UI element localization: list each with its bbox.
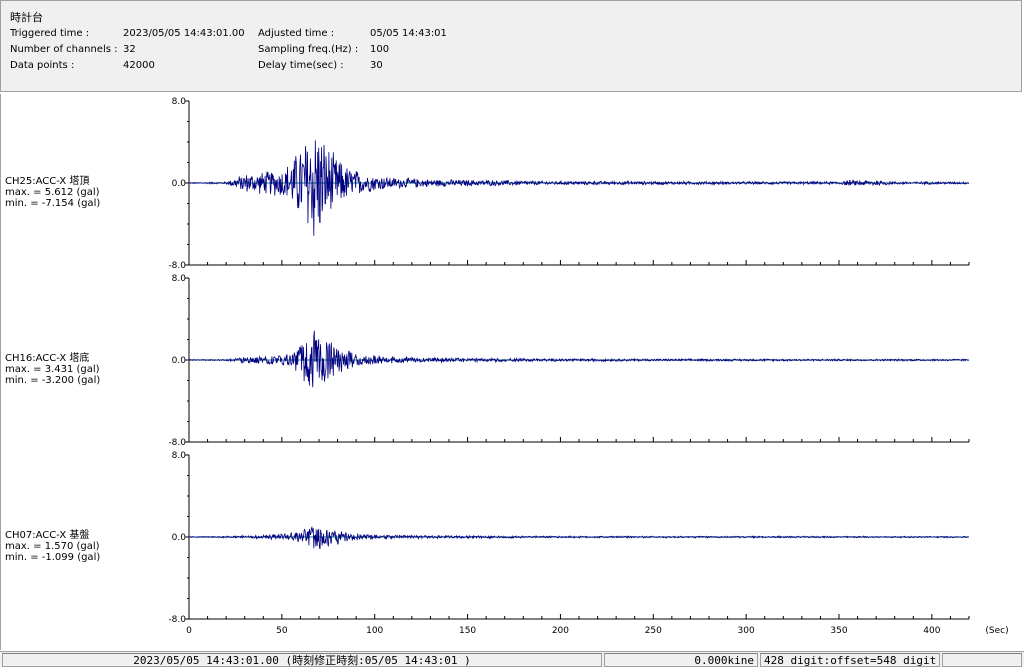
triggered-time-label: Triggered time :: [10, 28, 90, 39]
y-tick-label: 0.0: [172, 356, 187, 366]
y-tick-label: 0.0: [172, 533, 187, 543]
channel-max: max. = 5.612 (gal): [5, 187, 100, 198]
datapoints-value: 42000: [123, 60, 155, 71]
site-title: 時計台: [10, 11, 43, 24]
channel-info-ch07: CH07:ACC-X 基盤 max. = 1.570 (gal) min. = …: [5, 530, 100, 563]
status-kine: 0.000kine: [604, 653, 758, 667]
channels-label: Number of channels :: [10, 44, 118, 55]
channel-min: min. = -3.200 (gal): [5, 375, 101, 386]
channels-value: 32: [123, 44, 136, 55]
waveform-trace: [189, 140, 970, 236]
y-tick-label: -8.0: [168, 261, 186, 271]
triggered-time-value: 2023/05/05 14:43:01.00: [123, 28, 245, 39]
y-tick-label: 8.0: [172, 274, 187, 284]
status-digit: 428 digit:offset=548 digit: [760, 653, 940, 667]
adjusted-time-value: 05/05 14:43:01: [370, 28, 447, 39]
channel-info-ch16: CH16:ACC-X 塔底 max. = 3.431 (gal) min. = …: [5, 353, 100, 386]
channel-max: max. = 3.431 (gal): [5, 364, 100, 375]
x-tick-label: 0: [186, 626, 192, 636]
x-tick-label: 350: [830, 626, 847, 636]
header-panel: 時計台 Triggered time : 2023/05/05 14:43:01…: [0, 0, 1022, 92]
waveform-trace: [188, 330, 969, 388]
waveform-chart: 8.00.0-8.08.00.0-8.08.00.0-8.00 50 100 150 2…: [168, 97, 1008, 636]
waveform-plot-area[interactable]: CH25:ACC-X 塔頂 max. = 5.612 (gal) min. = …: [0, 94, 1024, 650]
x-tick-label: 100: [366, 626, 383, 636]
x-tick-label: 250: [645, 626, 662, 636]
delay-label: Delay time(sec) :: [258, 60, 344, 71]
x-tick-label: 400: [923, 626, 940, 636]
datapoints-label: Data points :: [10, 60, 75, 71]
y-tick-label: 8.0: [172, 97, 187, 107]
status-time: 2023/05/05 14:43:01.00 (時刻修正時刻:05/05 14:…: [2, 653, 602, 667]
delay-value: 30: [370, 60, 383, 71]
x-tick-label: 150: [459, 626, 476, 636]
y-tick-label: -8.0: [168, 438, 186, 448]
channel-name: CH07:ACC-X 基盤: [5, 530, 90, 541]
sampling-label: Sampling freq.(Hz) :: [258, 44, 359, 55]
waveform-trace: [188, 525, 969, 549]
channel-max: max. = 1.570 (gal): [5, 541, 100, 552]
x-tick-label: 300: [738, 626, 755, 636]
x-unit-label: (Sec): [985, 626, 1008, 636]
status-bar: 2023/05/05 14:43:01.00 (時刻修正時刻:05/05 14:…: [0, 651, 1024, 667]
channel-name: CH16:ACC-X 塔底: [5, 353, 90, 364]
adjusted-time-label: Adjusted time :: [258, 28, 335, 39]
y-tick-label: 8.0: [172, 451, 187, 461]
y-tick-label: 0.0: [172, 179, 187, 189]
sampling-value: 100: [370, 44, 390, 55]
status-empty-cell: [942, 653, 1022, 667]
channel-info-ch25: CH25:ACC-X 塔頂 max. = 5.612 (gal) min. = …: [5, 176, 100, 209]
x-tick-label: 50: [276, 626, 288, 636]
channel-min: min. = -7.154 (gal): [5, 198, 101, 209]
y-tick-label: -8.0: [168, 615, 186, 625]
channel-min: min. = -1.099 (gal): [5, 552, 101, 563]
x-tick-label: 200: [552, 626, 569, 636]
channel-name: CH25:ACC-X 塔頂: [5, 176, 90, 187]
